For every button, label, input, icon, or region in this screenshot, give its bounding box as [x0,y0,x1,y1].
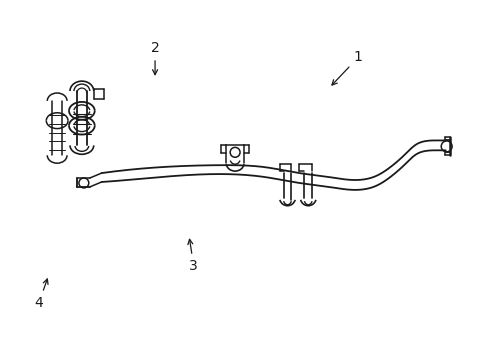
Text: 3: 3 [187,239,198,273]
Text: 4: 4 [35,279,48,310]
Text: 1: 1 [331,50,362,85]
Text: 2: 2 [150,41,159,75]
